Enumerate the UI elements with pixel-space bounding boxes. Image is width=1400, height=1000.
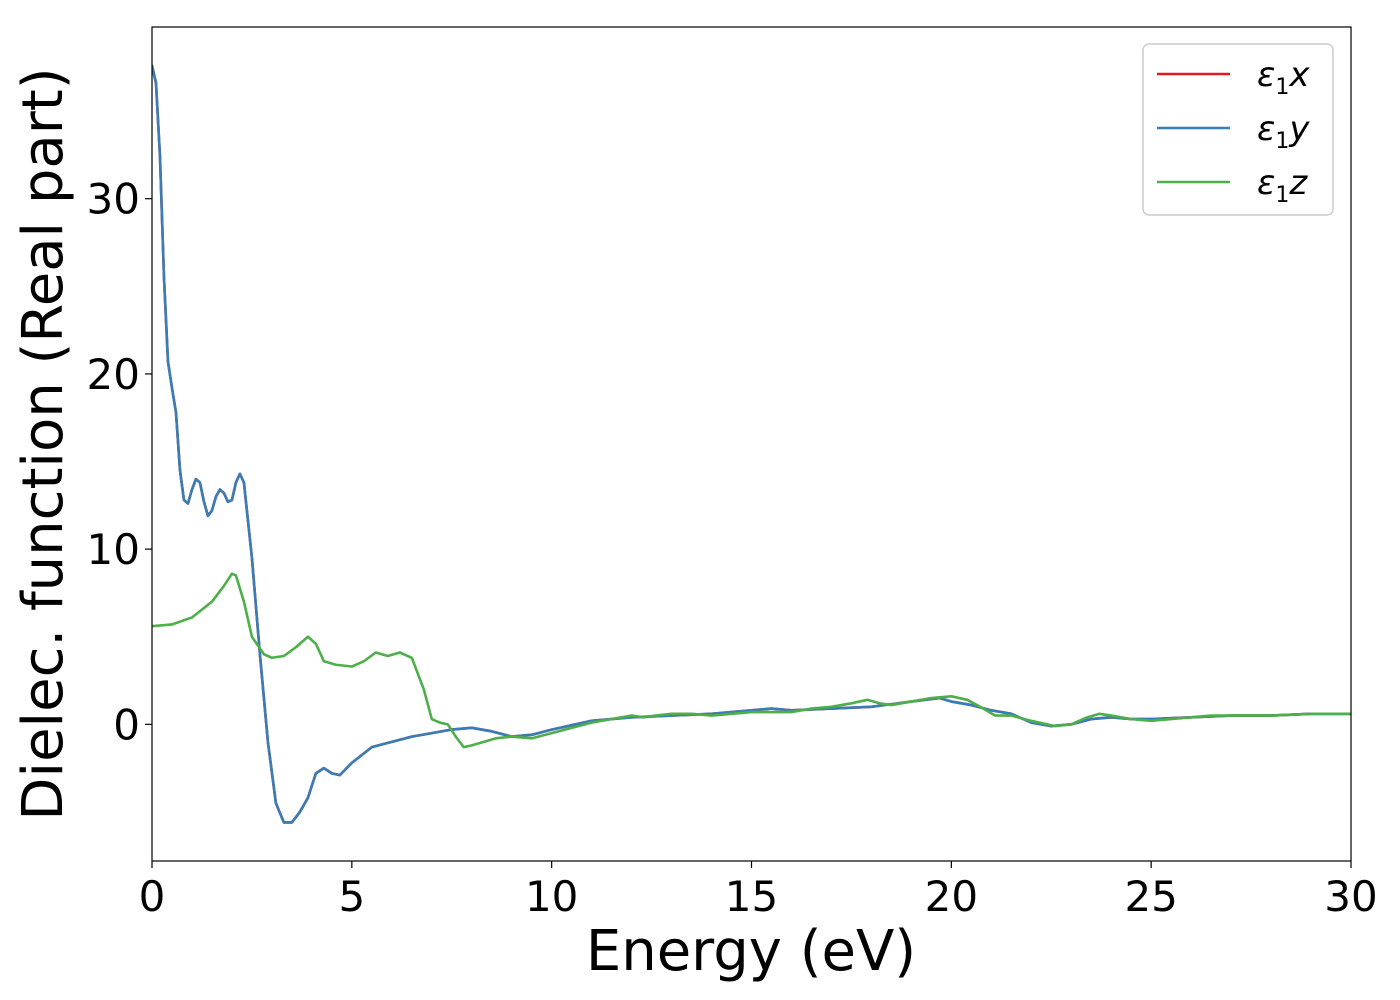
x-tick-label: 10 [525,872,578,921]
x-axis-ticks: 0 5 10 15 20 25 30 [139,861,1378,921]
y-axis-title: Dielec. function (Real part) [11,67,76,820]
x-tick-label: 5 [338,872,365,921]
x-tick-label: 20 [925,872,978,921]
x-tick-label: 15 [725,872,778,921]
y-tick-label: 0 [113,700,140,749]
legend-label-x: ε1x [1257,55,1310,100]
legend: ε1x ε1y ε1z [1142,43,1334,216]
x-axis-title: Energy (eV) [586,919,916,984]
legend-label-y: ε1y [1257,109,1310,154]
legend-box [1142,43,1334,216]
legend-items: ε1x ε1y ε1z [1157,55,1310,208]
y-axis-ticks: 0 10 20 30 [87,175,152,749]
series-layer [152,64,1351,824]
legend-label-z: ε1z [1257,163,1308,208]
y-tick-label: 30 [87,175,140,224]
x-tick-label: 30 [1324,872,1377,921]
x-tick-label: 25 [1124,872,1177,921]
series-line-z [152,572,1351,749]
y-tick-label: 20 [87,350,140,399]
series-line-y [152,64,1351,824]
y-tick-label: 10 [87,525,140,574]
x-tick-label: 0 [139,872,166,921]
